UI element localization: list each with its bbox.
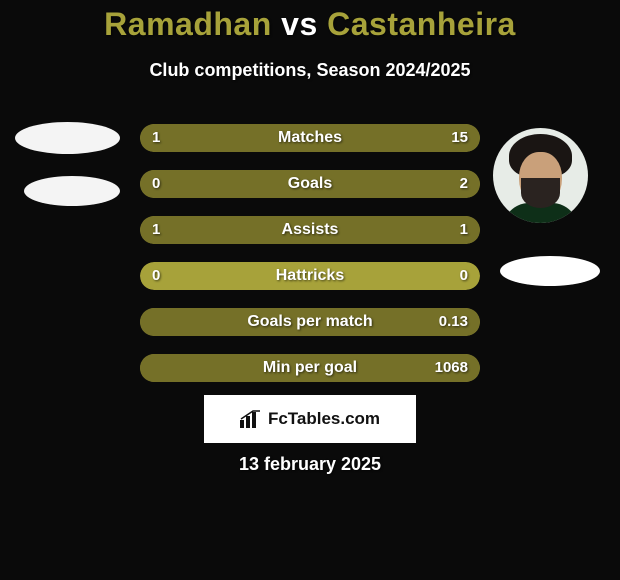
brand-text: FcTables.com	[268, 409, 380, 429]
stat-label: Hattricks	[140, 262, 480, 290]
stat-bar: 11Assists	[140, 216, 480, 244]
brand-badge: FcTables.com	[204, 395, 416, 443]
stat-label: Goals per match	[140, 308, 480, 336]
title-vs: vs	[281, 6, 318, 42]
player2-avatar	[493, 128, 588, 223]
left-badge-2	[24, 176, 120, 206]
right-badge-1	[500, 256, 600, 286]
stat-label: Min per goal	[140, 354, 480, 382]
title-player1: Ramadhan	[104, 6, 272, 42]
subtitle: Club competitions, Season 2024/2025	[0, 60, 620, 81]
comparison-canvas: Ramadhan vs Castanheira Club competition…	[0, 0, 620, 580]
stat-bar: 0.13Goals per match	[140, 308, 480, 336]
stat-bar: 115Matches	[140, 124, 480, 152]
left-badge-1	[15, 122, 120, 154]
stat-label: Goals	[140, 170, 480, 198]
stat-bar: 1068Min per goal	[140, 354, 480, 382]
date-text: 13 february 2025	[0, 454, 620, 475]
stat-label: Matches	[140, 124, 480, 152]
stat-bars: 115Matches 02Goals 11Assists 00Hattricks 0.1…	[140, 124, 480, 400]
stat-label: Assists	[140, 216, 480, 244]
stat-bar: 02Goals	[140, 170, 480, 198]
stat-bar: 00Hattricks	[140, 262, 480, 290]
brand-logo-icon	[240, 410, 262, 428]
page-title: Ramadhan vs Castanheira	[0, 6, 620, 43]
title-player2: Castanheira	[327, 6, 516, 42]
